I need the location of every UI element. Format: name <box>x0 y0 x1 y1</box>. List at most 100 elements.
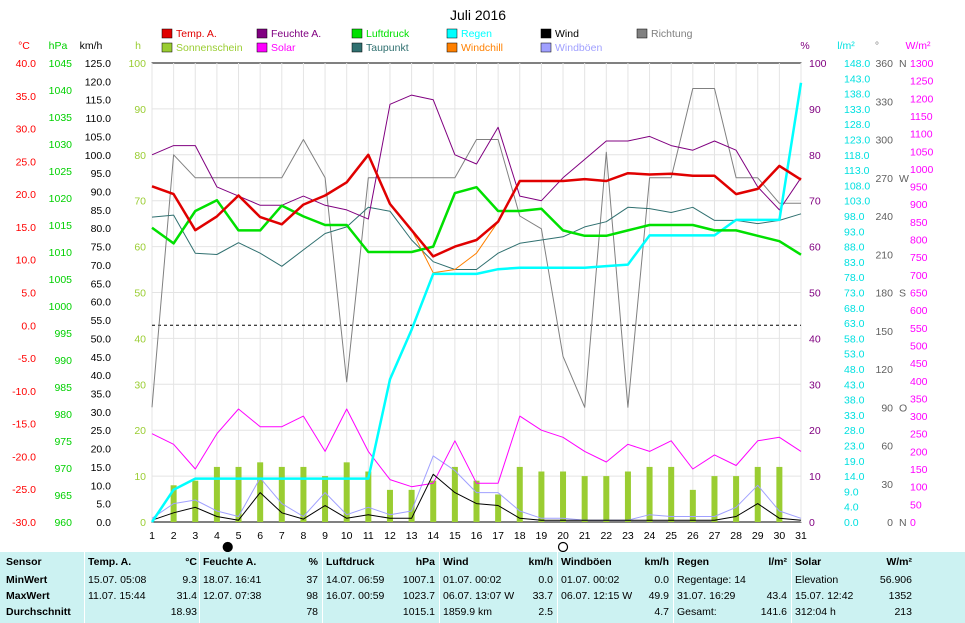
day-label: 31 <box>795 530 807 542</box>
sunshine-bar <box>386 489 393 522</box>
rain-axis-tick: 123.0 <box>844 135 870 147</box>
column-separator <box>84 552 85 623</box>
humid-axis-tick: 80 <box>809 150 821 162</box>
day-label: 5 <box>236 530 242 542</box>
column-unit: hPa <box>415 556 435 568</box>
solar-axis-tick: 0 <box>910 517 916 529</box>
temp-axis-tick: 30.0 <box>16 124 37 136</box>
humid-axis-tick: 30 <box>809 379 821 391</box>
humid-axis-tick: 10 <box>809 471 821 483</box>
legend-swatch <box>351 42 363 53</box>
min-when: 01.07. 00:02 <box>561 574 620 586</box>
sunshine-bar <box>603 476 610 522</box>
wind-axis-tick: 95.0 <box>91 168 112 180</box>
sunshine-bar <box>538 471 545 522</box>
rain-axis-tick: 108.0 <box>844 180 870 192</box>
min-value: 37 <box>306 574 318 586</box>
max-when: 12.07. 07:38 <box>203 590 262 602</box>
sunshine-bar <box>430 480 437 522</box>
pressure-axis-tick: 970 <box>54 463 72 475</box>
wind-axis-tick: 120.0 <box>85 76 111 88</box>
legend-label: Feuchte A. <box>271 28 321 40</box>
column-unit: l/m² <box>768 556 787 568</box>
wind-axis-tick: 0.0 <box>96 517 111 529</box>
max-when: 15.07. 12:42 <box>795 590 854 602</box>
column-header: Luftdruck <box>326 556 375 568</box>
legend-swatch <box>161 42 173 53</box>
wind-axis-tick: 125.0 <box>85 58 111 70</box>
sunshine-bar <box>495 494 502 522</box>
pressure-axis-tick: 1040 <box>49 85 73 97</box>
pressure-axis-tick: 995 <box>54 328 72 340</box>
solar-axis-tick: 600 <box>910 305 928 317</box>
day-label: 20 <box>557 530 569 542</box>
sunshine-bar <box>322 476 329 522</box>
rain-axis-tick: 128.0 <box>844 119 870 131</box>
summary-row-label: MinWert <box>6 574 48 586</box>
wind-line <box>151 473 802 521</box>
day-label: 9 <box>322 530 328 542</box>
solar-axis-tick: 100 <box>910 482 928 494</box>
rain-axis-tick: 73.0 <box>844 288 865 300</box>
legend-label: Sonnenschein <box>176 42 243 54</box>
pressure-axis-tick: 1025 <box>49 166 73 178</box>
wind-axis-tick: 105.0 <box>85 131 111 143</box>
pressure-axis-tick: 1000 <box>49 301 73 313</box>
solar-axis-tick: 500 <box>910 340 928 352</box>
temp-axis-tick: 20.0 <box>16 189 37 201</box>
rain-axis-tick: 83.0 <box>844 257 865 269</box>
dir-axis-tick: 60 <box>881 441 893 453</box>
column-header: Windböen <box>561 556 612 568</box>
solar-axis-tick: 950 <box>910 182 928 194</box>
solar-axis-tick: 50 <box>910 499 922 511</box>
rain-axis-tick: 0.0 <box>844 517 859 529</box>
temperature-line <box>151 153 802 258</box>
humid-axis-tick: 50 <box>809 288 821 300</box>
wind-axis-tick: 30.0 <box>91 407 112 419</box>
solar-axis-tick: 400 <box>910 376 928 388</box>
avg-note: 312:04 h <box>795 606 836 618</box>
rain-axis-tick: 118.0 <box>844 150 870 162</box>
temp-axis-tick: 15.0 <box>16 222 37 234</box>
max-when: 11.07. 15:44 <box>88 590 146 602</box>
solar-axis-tick: 1200 <box>910 93 934 105</box>
day-label: 3 <box>192 530 198 542</box>
day-label: 8 <box>301 530 307 542</box>
rain-axis-tick: 113.0 <box>844 165 870 177</box>
sunshine-bar <box>560 471 567 522</box>
day-label: 2 <box>171 530 177 542</box>
day-label: 28 <box>730 530 742 542</box>
temp-axis-unit: °C <box>18 40 30 52</box>
wind-axis-tick: 75.0 <box>91 242 112 254</box>
legend-swatch <box>161 28 173 39</box>
day-label: 21 <box>579 530 591 542</box>
solar-axis-tick: 750 <box>910 252 928 264</box>
solar-axis-tick: 450 <box>910 358 928 370</box>
day-label: 19 <box>536 530 548 542</box>
legend-swatch <box>446 42 458 53</box>
day-label: 12 <box>384 530 396 542</box>
min-value: 9.3 <box>182 574 197 586</box>
rain-axis-tick: 98.0 <box>844 211 865 223</box>
temp-axis-tick: 0.0 <box>21 320 36 332</box>
legend-label: Solar <box>271 42 296 54</box>
wind-axis-tick: 25.0 <box>91 425 112 437</box>
wind-axis-tick: 80.0 <box>91 223 112 235</box>
avg-value: 1015.1 <box>402 606 435 618</box>
dir-axis-tick: 270 <box>875 173 893 185</box>
rain-axis-tick: 93.0 <box>844 226 865 238</box>
column-unit: W/m² <box>886 556 912 568</box>
avg-value: 78 <box>306 606 318 618</box>
dir-axis-tick: 90 <box>881 402 893 414</box>
legend-label: Regen <box>461 28 492 40</box>
rain-axis-tick: 43.0 <box>844 379 865 391</box>
temp-axis-tick: 35.0 <box>16 91 37 103</box>
humidity-line <box>151 94 802 220</box>
sunshine-bar <box>192 480 199 522</box>
column-unit: km/h <box>528 556 553 568</box>
wind-axis-tick: 20.0 <box>91 444 112 456</box>
rain-axis-tick: 133.0 <box>844 104 870 116</box>
wind-axis-tick: 115.0 <box>86 95 112 107</box>
dir-axis-compass: S <box>899 288 906 300</box>
rain-axis-tick: 78.0 <box>844 272 865 284</box>
